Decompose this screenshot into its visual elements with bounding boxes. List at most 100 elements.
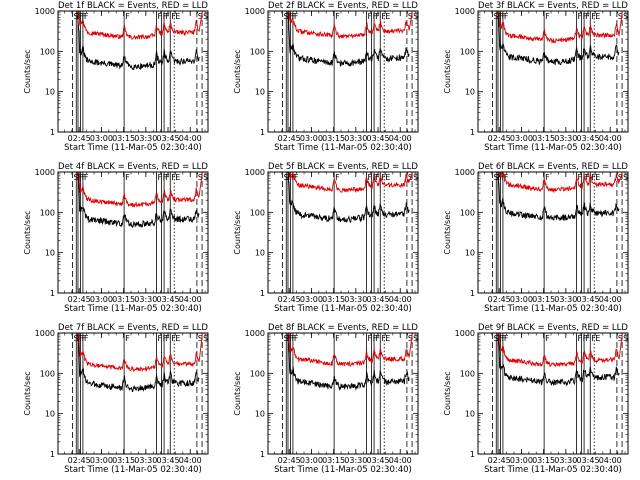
x-tick-label: 02:45 (488, 295, 511, 304)
x-tick-label: 03:30 (134, 134, 157, 143)
marker-label: S (413, 12, 418, 21)
marker-label: S (198, 12, 203, 21)
y-tick-label: 10 (45, 249, 55, 258)
x-tick-label: 03:00 (300, 134, 323, 143)
marker-label: F (504, 12, 509, 21)
x-tick-label: 02:45 (68, 295, 91, 304)
marker-label: F (545, 334, 550, 343)
panel-title: Det 5f BLACK = Events, RED = LLD (268, 162, 418, 172)
marker-lines (72, 11, 203, 132)
x-tick-label: 03:15 (532, 456, 555, 465)
marker-lines (282, 333, 413, 454)
plot-frame (57, 332, 209, 455)
x-tick-label: 03:15 (112, 456, 135, 465)
marker-label: F (125, 12, 130, 21)
x-tick-label: 03:00 (510, 134, 533, 143)
x-tick-label: 03:30 (344, 456, 367, 465)
marker-label: F (163, 173, 168, 182)
x-tick-label: 04:00 (179, 295, 202, 304)
y-tick-label: 1 (50, 450, 55, 459)
marker-label: S (74, 334, 79, 343)
marker-lines (72, 172, 203, 293)
marker-label: F (591, 334, 596, 343)
x-tick-label: 03:45 (577, 295, 600, 304)
x-tick-label: 04:00 (599, 295, 622, 304)
marker-label: F (171, 12, 176, 21)
marker-label: S (203, 12, 208, 21)
marker-label: F (163, 334, 168, 343)
y-tick-label: 10 (255, 88, 265, 97)
marker-label: F (499, 173, 504, 182)
marker-label: F (165, 12, 170, 21)
x-tick-label: 03:00 (300, 295, 323, 304)
panel-det-3: Det 3f BLACK = Events, RED = LLD 1 10 100 10… (443, 1, 629, 153)
y-tick-label: 1000 (455, 7, 475, 16)
marker-label: S (623, 12, 628, 21)
x-tick-label: 02:45 (68, 456, 91, 465)
marker-label: E (385, 173, 390, 182)
marker-label: S (413, 334, 418, 343)
marker-label: F (545, 12, 550, 21)
x-tick-label: 02:45 (68, 134, 91, 143)
series-lld-line (497, 11, 623, 44)
x-tick-label: 03:00 (510, 295, 533, 304)
y-tick-label: 1 (260, 128, 265, 137)
marker-label: F (335, 334, 340, 343)
plot-frame (477, 10, 629, 133)
marker-label: F (577, 12, 582, 21)
x-tick-label: 03:15 (322, 456, 345, 465)
panel-title: Det 3f BLACK = Events, RED = LLD (478, 1, 628, 11)
marker-label: F (497, 12, 502, 21)
x-tick-label: 02:45 (488, 456, 511, 465)
marker-label: F (79, 173, 84, 182)
y-tick-label: 1000 (245, 7, 265, 16)
plot-frame (57, 10, 209, 133)
marker-label: S (618, 334, 623, 343)
y-tick-label: 1 (50, 128, 55, 137)
marker-lines (282, 11, 413, 132)
x-tick-label: 02:45 (488, 134, 511, 143)
marker-label: F (157, 12, 162, 21)
marker-label: F (373, 12, 378, 21)
x-axis-label: Start Time (11-Mar-05 02:30:40) (64, 143, 202, 153)
marker-label: S (284, 334, 289, 343)
y-tick-label: 1 (260, 289, 265, 298)
marker-label: F (373, 334, 378, 343)
y-tick-label: 1000 (455, 168, 475, 177)
marker-label: F (367, 173, 372, 182)
marker-label: F (163, 12, 168, 21)
marker-label: F (504, 173, 509, 182)
marker-label: S (203, 173, 208, 182)
y-axis-label: Counts/sec (233, 371, 242, 415)
marker-label: F (583, 334, 588, 343)
marker-label: F (84, 12, 89, 21)
marker-label: F (585, 334, 590, 343)
x-tick-label: 03:30 (554, 295, 577, 304)
series-events-line (497, 172, 620, 222)
y-tick-label: 1000 (455, 329, 475, 338)
marker-label: F (289, 12, 294, 21)
curves (497, 333, 623, 387)
y-axis-label: Counts/sec (443, 210, 452, 254)
marker-label: S (74, 173, 79, 182)
y-axis-label: Counts/sec (23, 49, 32, 93)
panel-title: Det 7f BLACK = Events, RED = LLD (58, 323, 208, 333)
marker-label: F (294, 173, 299, 182)
x-axis-label: Start Time (11-Mar-05 02:30:40) (274, 304, 412, 314)
marker-label: F (577, 334, 582, 343)
marker-label: F (501, 334, 506, 343)
y-axis-label: Counts/sec (23, 210, 32, 254)
series-lld-line (77, 11, 203, 40)
y-tick-label: 1000 (35, 168, 55, 177)
plot-frame (267, 332, 419, 455)
x-tick-label: 03:45 (157, 456, 180, 465)
x-tick-label: 03:15 (112, 295, 135, 304)
marker-label: S (623, 173, 628, 182)
x-tick-label: 03:30 (134, 295, 157, 304)
marker-label: F (367, 334, 372, 343)
x-tick-label: 02:45 (278, 134, 301, 143)
marker-label: S (494, 334, 499, 343)
marker-label: S (198, 173, 203, 182)
marker-label: F (77, 173, 82, 182)
panel-title: Det 4f BLACK = Events, RED = LLD (58, 162, 208, 172)
